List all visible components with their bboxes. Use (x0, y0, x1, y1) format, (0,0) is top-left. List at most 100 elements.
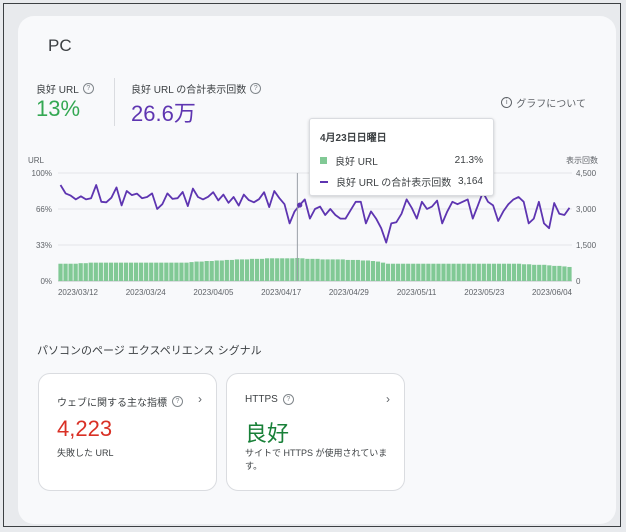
bar (315, 258, 320, 281)
bar (491, 263, 497, 281)
good-url-value: 13% (36, 96, 81, 121)
bar (506, 263, 512, 281)
bar (118, 262, 124, 281)
bar (290, 258, 295, 281)
chevron-right-icon: › (386, 392, 390, 406)
bar (199, 261, 204, 281)
x-tick-label: 2023/04/05 (193, 288, 234, 297)
x-tick-label: 2023/06/04 (532, 288, 573, 297)
bar (58, 263, 63, 281)
bar (401, 263, 406, 281)
bar (390, 263, 396, 281)
bar (547, 265, 552, 281)
good-url-bars (58, 257, 572, 281)
right-tick-label: 4,500 (576, 169, 597, 178)
left-tick-label: 100% (32, 169, 52, 178)
bar (365, 260, 371, 281)
bar (542, 264, 547, 281)
bar (144, 262, 149, 281)
help-icon[interactable]: ? (82, 83, 94, 94)
bar (421, 263, 426, 281)
bar (169, 262, 174, 281)
bar (486, 263, 491, 281)
about-chart-link[interactable]: i グラフについて (501, 95, 586, 110)
failed-url-count: 4,223 (57, 416, 113, 441)
hover-point (297, 202, 303, 208)
core-web-vitals-label: ウェブに関する主な指標 (57, 398, 167, 409)
signals-section-title: パソコンのページ エクスペリエンス シグナル (37, 345, 262, 357)
bar (234, 259, 240, 281)
help-icon[interactable]: ? (282, 394, 294, 405)
help-icon[interactable]: ? (250, 83, 262, 94)
bar (345, 259, 350, 281)
x-tick-label: 2023/03/12 (58, 288, 99, 297)
x-tick-label: 2023/05/23 (464, 288, 505, 297)
bar (481, 263, 486, 281)
bar (385, 263, 391, 281)
bar (285, 258, 290, 281)
bar (159, 262, 164, 281)
bar (461, 263, 466, 281)
bar (441, 263, 446, 281)
bar (396, 263, 401, 281)
bar (567, 266, 572, 281)
core-web-vitals-card[interactable]: ウェブに関する主な指標 ? › 4,223 失敗した URL (38, 373, 217, 491)
metric-divider (114, 78, 115, 126)
bar (340, 259, 345, 281)
bar (532, 264, 537, 281)
bar-legend-swatch (320, 157, 327, 164)
x-tick-label: 2023/05/11 (397, 288, 437, 297)
bar (259, 258, 265, 281)
page-title: PC (48, 36, 72, 55)
bar (426, 263, 431, 281)
tooltip-date: 4月23日日曜日 (320, 133, 387, 144)
bar (189, 262, 194, 281)
tooltip-row-impressions: 良好 URL の合計表示回数 3,164 (320, 174, 483, 189)
bar (108, 262, 114, 281)
good-url-label: 良好 URL (36, 85, 79, 96)
bar (436, 263, 441, 281)
x-tick-label: 2023/03/24 (126, 288, 167, 297)
x-tick-label: 2023/04/29 (329, 288, 370, 297)
good-url-metric-label: 良好 URL ? (36, 81, 94, 96)
bar (229, 259, 234, 281)
bar (174, 262, 179, 281)
bar (305, 258, 310, 281)
bar (446, 263, 451, 281)
bar (184, 262, 189, 281)
tooltip-row-name: 良好 URL の合計表示回数 (336, 178, 452, 189)
bar (254, 258, 260, 281)
bar (88, 262, 93, 281)
bar (411, 263, 416, 281)
left-axis-label: URL (28, 156, 45, 165)
right-tick-label: 1,500 (576, 241, 597, 250)
bar (325, 259, 330, 281)
bar (275, 258, 280, 281)
failed-url-label: 失敗した URL (57, 448, 114, 458)
bar (471, 263, 476, 281)
bar (320, 259, 325, 281)
https-card[interactable]: HTTPS ? › 良好 サイトで HTTPS が使用されています。 (226, 373, 405, 491)
bar (406, 263, 411, 281)
bar (164, 262, 169, 281)
x-tick-label: 2023/04/17 (261, 288, 302, 297)
bar (133, 262, 139, 281)
help-icon[interactable]: ? (172, 396, 183, 407)
tooltip-row-value: 3,164 (457, 176, 483, 187)
https-label: HTTPS (245, 394, 278, 405)
tooltip-row-good-url: 良好 URL 21.3% (320, 153, 483, 168)
bar (204, 261, 209, 281)
bar (431, 263, 436, 281)
bar (300, 258, 305, 281)
bar (194, 261, 199, 281)
bar (139, 262, 144, 281)
chart-axes: 100% 4,500 66% 3,000 33% 1,500 0% 0 URL 表示回数 2023/… (28, 155, 598, 297)
bar (224, 259, 229, 281)
bar (239, 259, 245, 281)
tooltip-row-value: 21.3% (454, 155, 483, 166)
bar (330, 259, 335, 281)
left-tick-label: 33% (36, 241, 52, 250)
bar (375, 261, 381, 281)
right-tick-label: 3,000 (576, 205, 597, 214)
bar (83, 263, 88, 281)
